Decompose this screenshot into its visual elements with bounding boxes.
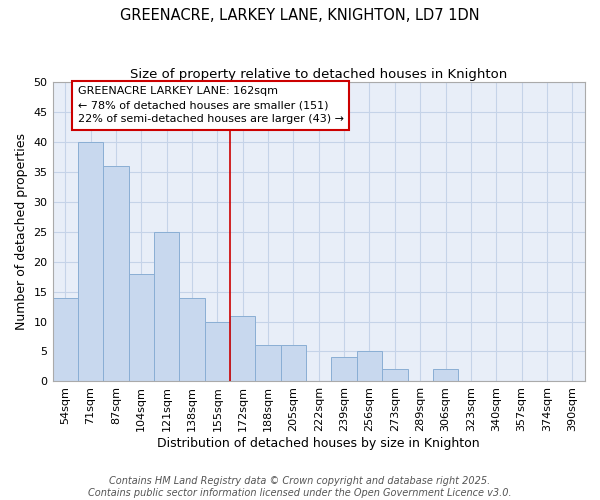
Bar [128,274,154,382]
Bar [357,352,382,382]
Bar [331,358,357,382]
Text: GREENACRE LARKEY LANE: 162sqm
← 78% of detached houses are smaller (151)
22% of : GREENACRE LARKEY LANE: 162sqm ← 78% of d… [78,86,344,124]
Title: Size of property relative to detached houses in Knighton: Size of property relative to detached ho… [130,68,508,80]
Bar [179,298,205,382]
Bar [256,346,281,382]
Bar [103,166,128,382]
Bar [281,346,306,382]
Bar [78,142,103,382]
Y-axis label: Number of detached properties: Number of detached properties [15,133,28,330]
Bar [205,322,230,382]
Text: GREENACRE, LARKEY LANE, KNIGHTON, LD7 1DN: GREENACRE, LARKEY LANE, KNIGHTON, LD7 1D… [120,8,480,22]
X-axis label: Distribution of detached houses by size in Knighton: Distribution of detached houses by size … [157,437,480,450]
Bar [230,316,256,382]
Bar [53,298,78,382]
Text: Contains HM Land Registry data © Crown copyright and database right 2025.
Contai: Contains HM Land Registry data © Crown c… [88,476,512,498]
Bar [382,370,407,382]
Bar [154,232,179,382]
Bar [433,370,458,382]
